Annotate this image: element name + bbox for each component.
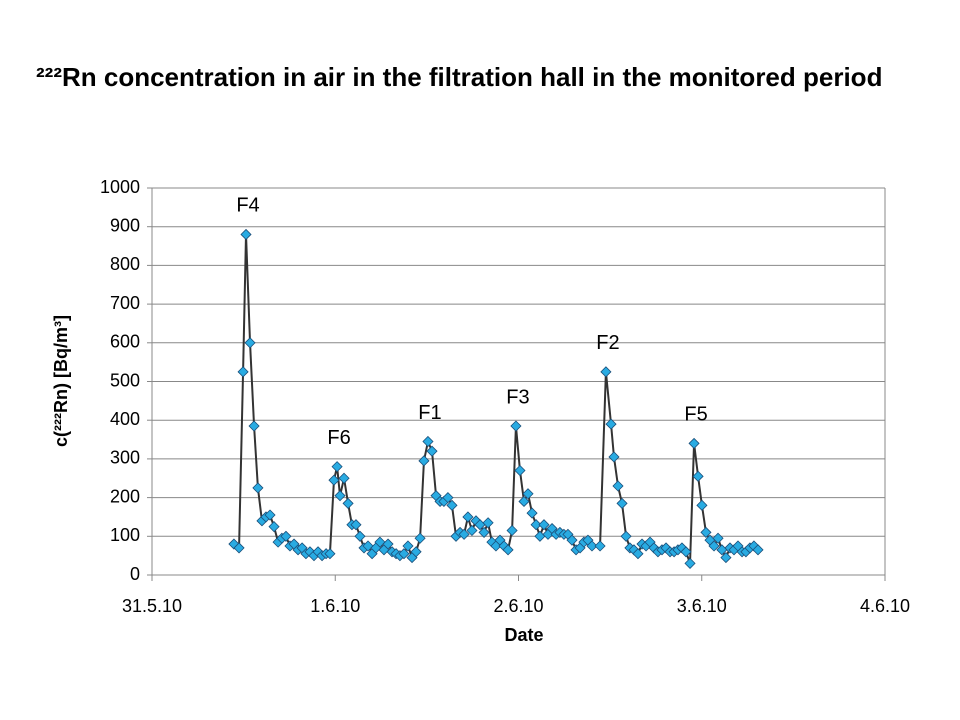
y-tick-label: 400 — [110, 409, 140, 429]
data-point — [605, 418, 617, 430]
data-point — [338, 472, 350, 484]
data-point — [422, 435, 434, 448]
x-tick-label: 4.6.10 — [860, 596, 910, 616]
data-point — [530, 519, 542, 531]
y-tick-label: 800 — [110, 254, 140, 274]
y-tick-label: 300 — [110, 448, 140, 468]
data-point — [526, 507, 538, 519]
y-tick-label: 500 — [110, 370, 140, 390]
data-point — [696, 499, 708, 511]
data-point — [510, 420, 522, 432]
annotation: F6 — [327, 427, 350, 449]
data-point — [586, 540, 598, 552]
data-point — [442, 492, 454, 504]
data-point — [342, 497, 354, 509]
data-point — [538, 519, 550, 531]
data-point — [458, 528, 470, 540]
data-point — [264, 509, 276, 521]
x-tick-label: 1.6.10 — [310, 596, 360, 616]
data-point — [410, 546, 422, 558]
y-tick-label: 700 — [110, 293, 140, 313]
data-point — [362, 540, 374, 552]
data-point — [374, 536, 386, 548]
data-point — [268, 521, 280, 533]
data-point — [506, 524, 518, 537]
data-point — [616, 497, 628, 509]
y-tick-label: 1000 — [100, 177, 140, 197]
y-tick-label: 600 — [110, 332, 140, 352]
data-point — [620, 530, 632, 542]
data-point — [280, 530, 292, 542]
x-tick-label: 2.6.10 — [493, 596, 543, 616]
x-tick-label: 3.6.10 — [677, 596, 727, 616]
data-line — [233, 234, 759, 564]
annotation: F4 — [236, 195, 259, 217]
annotation: F3 — [506, 386, 529, 408]
data-point — [680, 546, 692, 558]
annotation: F5 — [684, 404, 707, 426]
data-point — [514, 464, 526, 477]
data-point — [233, 542, 245, 554]
y-axis-title: c(²²²Rn) [Bq/m³] — [51, 315, 71, 447]
data-point — [398, 548, 410, 560]
data-point — [252, 482, 264, 494]
data-point — [608, 451, 620, 463]
data-point — [446, 499, 458, 511]
data-point — [331, 461, 343, 473]
data-point — [612, 480, 624, 492]
data-point — [700, 526, 712, 538]
data-point — [414, 532, 426, 544]
data-point — [594, 540, 606, 552]
data-point — [244, 337, 256, 349]
data-point — [502, 544, 514, 556]
data-point — [708, 540, 720, 552]
data-point — [518, 495, 530, 508]
data-point — [534, 530, 546, 542]
data-point — [752, 544, 764, 556]
data-point — [688, 437, 700, 449]
data-point — [324, 548, 336, 560]
data-point — [466, 524, 478, 537]
data-point — [426, 445, 438, 457]
data-point — [684, 557, 696, 569]
chart-title: ²²²Rn concentration in air in the filtra… — [36, 62, 883, 92]
y-tick-label: 900 — [110, 215, 140, 235]
data-point — [720, 552, 732, 564]
data-point — [354, 530, 366, 542]
data-point — [402, 540, 414, 552]
data-point — [228, 538, 240, 550]
data-point — [522, 488, 534, 500]
data-point — [350, 519, 362, 531]
data-point — [248, 420, 260, 432]
data-point — [632, 548, 644, 560]
data-point — [478, 526, 490, 538]
data-point — [692, 470, 704, 482]
data-point — [566, 534, 578, 546]
x-tick-label: 31.5.10 — [122, 596, 182, 616]
data-point — [237, 366, 249, 378]
y-tick-label: 100 — [110, 525, 140, 545]
data-point — [328, 474, 340, 486]
data-point — [418, 455, 430, 467]
annotation: F1 — [418, 402, 441, 424]
y-tick-label: 0 — [130, 564, 140, 584]
data-point — [600, 366, 612, 378]
annotation: F2 — [596, 332, 619, 354]
data-point — [712, 532, 724, 544]
data-point — [382, 538, 394, 550]
data-point — [482, 517, 494, 529]
x-axis-title: Date — [504, 625, 543, 645]
data-point — [334, 490, 346, 502]
data-point — [240, 228, 252, 241]
y-tick-label: 200 — [110, 486, 140, 506]
data-point — [462, 511, 474, 523]
